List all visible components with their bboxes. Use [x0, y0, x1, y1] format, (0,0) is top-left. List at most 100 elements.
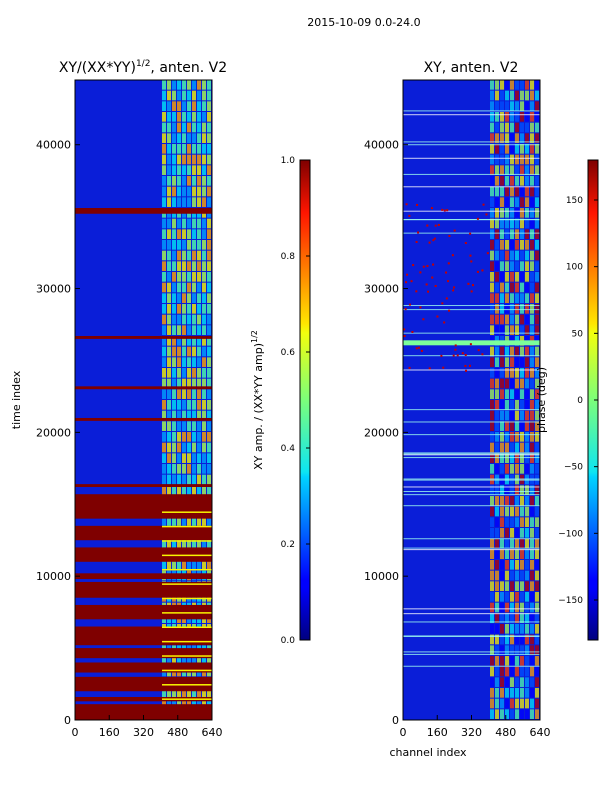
- heatmap-cell: [207, 453, 211, 463]
- heatmap-cell: [535, 485, 539, 495]
- heatmap-cell: [515, 442, 519, 453]
- heatmap-cell: [500, 560, 504, 570]
- heatmap-cell: [500, 154, 504, 165]
- heatmap-cell: [187, 410, 191, 421]
- heatmap-cell: [187, 90, 191, 101]
- heatmap-cell: [177, 378, 181, 389]
- heatmap-cell: [505, 442, 509, 453]
- heatmap-cell: [515, 656, 519, 666]
- heatmap-cell: [510, 240, 514, 250]
- heatmap-cell: [515, 293, 519, 303]
- heatmap-cell: [505, 378, 509, 389]
- heatmap-line: [403, 434, 540, 436]
- heatmap-cell: [192, 218, 196, 229]
- heatmap-cell: [525, 176, 529, 186]
- heatmap-speck: [448, 309, 451, 312]
- heatmap-cell: [525, 304, 529, 314]
- heatmap-cell: [490, 645, 494, 655]
- heatmap-cell: [535, 176, 539, 186]
- heatmap-cell: [500, 496, 504, 506]
- heatmap-cell: [500, 656, 504, 666]
- heatmap-cell: [510, 634, 514, 645]
- heatmap-cell: [182, 410, 186, 421]
- heatmap-line: [162, 655, 212, 657]
- heatmap-cell: [525, 314, 529, 325]
- heatmap-cell: [510, 570, 514, 581]
- heatmap-right-xticks: 0 160 320 480 640: [400, 715, 551, 739]
- heatmap-cell: [172, 464, 176, 474]
- heatmap-cell: [500, 293, 504, 303]
- heatmap-cell: [535, 197, 539, 207]
- heatmap-cell: [535, 112, 539, 122]
- heatmap-cell: [500, 581, 504, 591]
- heatmap-cell: [172, 122, 176, 133]
- heatmap-cell: [177, 485, 181, 495]
- heatmap-band: [75, 525, 212, 541]
- heatmap-cell: [192, 133, 196, 143]
- heatmap-speck: [406, 273, 409, 276]
- heatmap-cell: [505, 528, 509, 538]
- heatmap-cell: [495, 496, 499, 506]
- heatmap-cell: [525, 688, 529, 698]
- heatmap-right: 0 10000 20000 30000 40000 0 160 320 480 640 XY, …: [364, 60, 551, 759]
- heatmap-speck: [427, 290, 430, 293]
- heatmap-cell: [162, 517, 166, 527]
- heatmap-cell: [162, 656, 166, 666]
- heatmap-cell: [177, 442, 181, 453]
- heatmap-cell: [197, 325, 201, 335]
- heatmap-cell: [500, 602, 504, 613]
- heatmap-cell: [167, 154, 171, 165]
- heatmap-cell: [495, 592, 499, 602]
- heatmap-line: [403, 186, 540, 188]
- heatmap-cell: [505, 464, 509, 474]
- heatmap-cell: [187, 122, 191, 133]
- heatmap-cell: [202, 336, 206, 346]
- heatmap-cell: [197, 336, 201, 346]
- heatmap-cell: [530, 80, 534, 90]
- heatmap-cell: [172, 688, 176, 698]
- colorbar-tick-label: −100: [558, 529, 583, 539]
- heatmap-cell: [530, 432, 534, 442]
- heatmap-cell: [172, 400, 176, 410]
- heatmap-cell: [535, 528, 539, 538]
- heatmap-cell: [500, 645, 504, 655]
- heatmap-cell: [197, 272, 201, 282]
- heatmap-cell: [515, 304, 519, 314]
- heatmap-cell: [510, 645, 514, 655]
- heatmap-cell: [530, 357, 534, 367]
- heatmap-cell: [530, 538, 534, 549]
- heatmap-line: [403, 309, 540, 311]
- heatmap-cell: [172, 656, 176, 666]
- heatmap-cell: [535, 122, 539, 133]
- heatmap-cell: [490, 410, 494, 421]
- heatmap-cell: [525, 368, 529, 378]
- heatmap-cell: [192, 229, 196, 239]
- heatmap-cell: [162, 144, 166, 154]
- heatmap-cell: [187, 656, 191, 666]
- heatmap-cell: [505, 613, 509, 623]
- heatmap-cell: [520, 613, 524, 623]
- heatmap-cell: [500, 634, 504, 645]
- heatmap-cell: [490, 282, 494, 293]
- heatmap-cell: [525, 698, 529, 709]
- heatmap-cell: [500, 346, 504, 357]
- heatmap-cell: [202, 293, 206, 303]
- heatmap-cell: [490, 218, 494, 229]
- heatmap-cell: [207, 186, 211, 197]
- heatmap-cell: [187, 538, 191, 549]
- heatmap-cell: [162, 250, 166, 261]
- heatmap-cell: [167, 176, 171, 186]
- heatmap-cell: [187, 144, 191, 154]
- heatmap-cell: [510, 677, 514, 687]
- heatmap-speck: [434, 285, 437, 288]
- heatmap-cell: [515, 389, 519, 399]
- heatmap-cell: [197, 101, 201, 111]
- heatmap-speck: [470, 290, 473, 293]
- heatmap-cell: [495, 570, 499, 581]
- heatmap-cell: [530, 250, 534, 261]
- heatmap-cell: [490, 709, 494, 719]
- heatmap-cell: [535, 709, 539, 719]
- heatmap-cell: [510, 250, 514, 261]
- heatmap-cell: [525, 282, 529, 293]
- heatmap-cell: [167, 250, 171, 261]
